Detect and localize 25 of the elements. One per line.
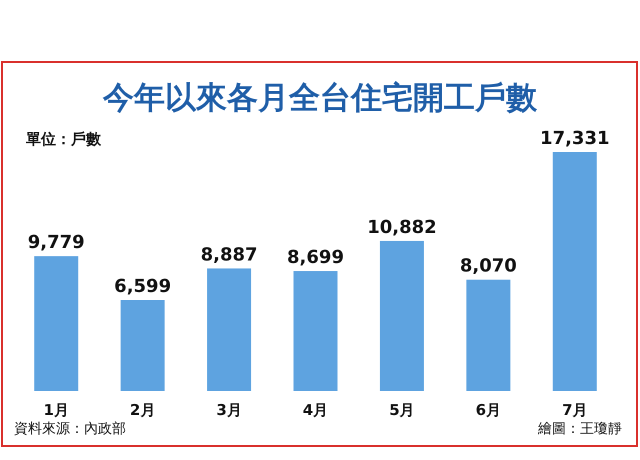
data-label: 8,887 <box>200 244 258 266</box>
bar <box>380 240 424 391</box>
data-label: 8,699 <box>287 247 344 268</box>
data-label: 9,779 <box>28 232 85 254</box>
x-tick-label: 5月 <box>389 401 415 419</box>
chart-title: 今年以來各月全台住宅開工戶數 <box>102 80 538 116</box>
x-tick-label: 7月 <box>562 401 588 419</box>
x-tick-label: 6月 <box>476 401 502 419</box>
x-tick-label: 2月 <box>130 401 156 419</box>
y-axis-title: 單位：戶數 <box>25 130 102 148</box>
data-label: 10,882 <box>367 216 437 238</box>
bar <box>34 256 78 391</box>
bar <box>552 152 597 391</box>
bar <box>294 271 338 391</box>
data-label: 6,599 <box>114 276 172 297</box>
source-note: 資料來源：內政部 <box>14 421 126 437</box>
bar <box>466 280 510 391</box>
data-label: 17,331 <box>540 128 610 149</box>
x-tick-label: 4月 <box>302 401 328 419</box>
bar <box>120 300 165 391</box>
text: 繪圖：王瓊靜 <box>537 421 622 437</box>
x-tick-label: 1月 <box>43 401 69 419</box>
bar <box>207 268 252 391</box>
x-tick-label: 3月 <box>216 401 242 419</box>
data-label: 8,070 <box>460 256 517 277</box>
